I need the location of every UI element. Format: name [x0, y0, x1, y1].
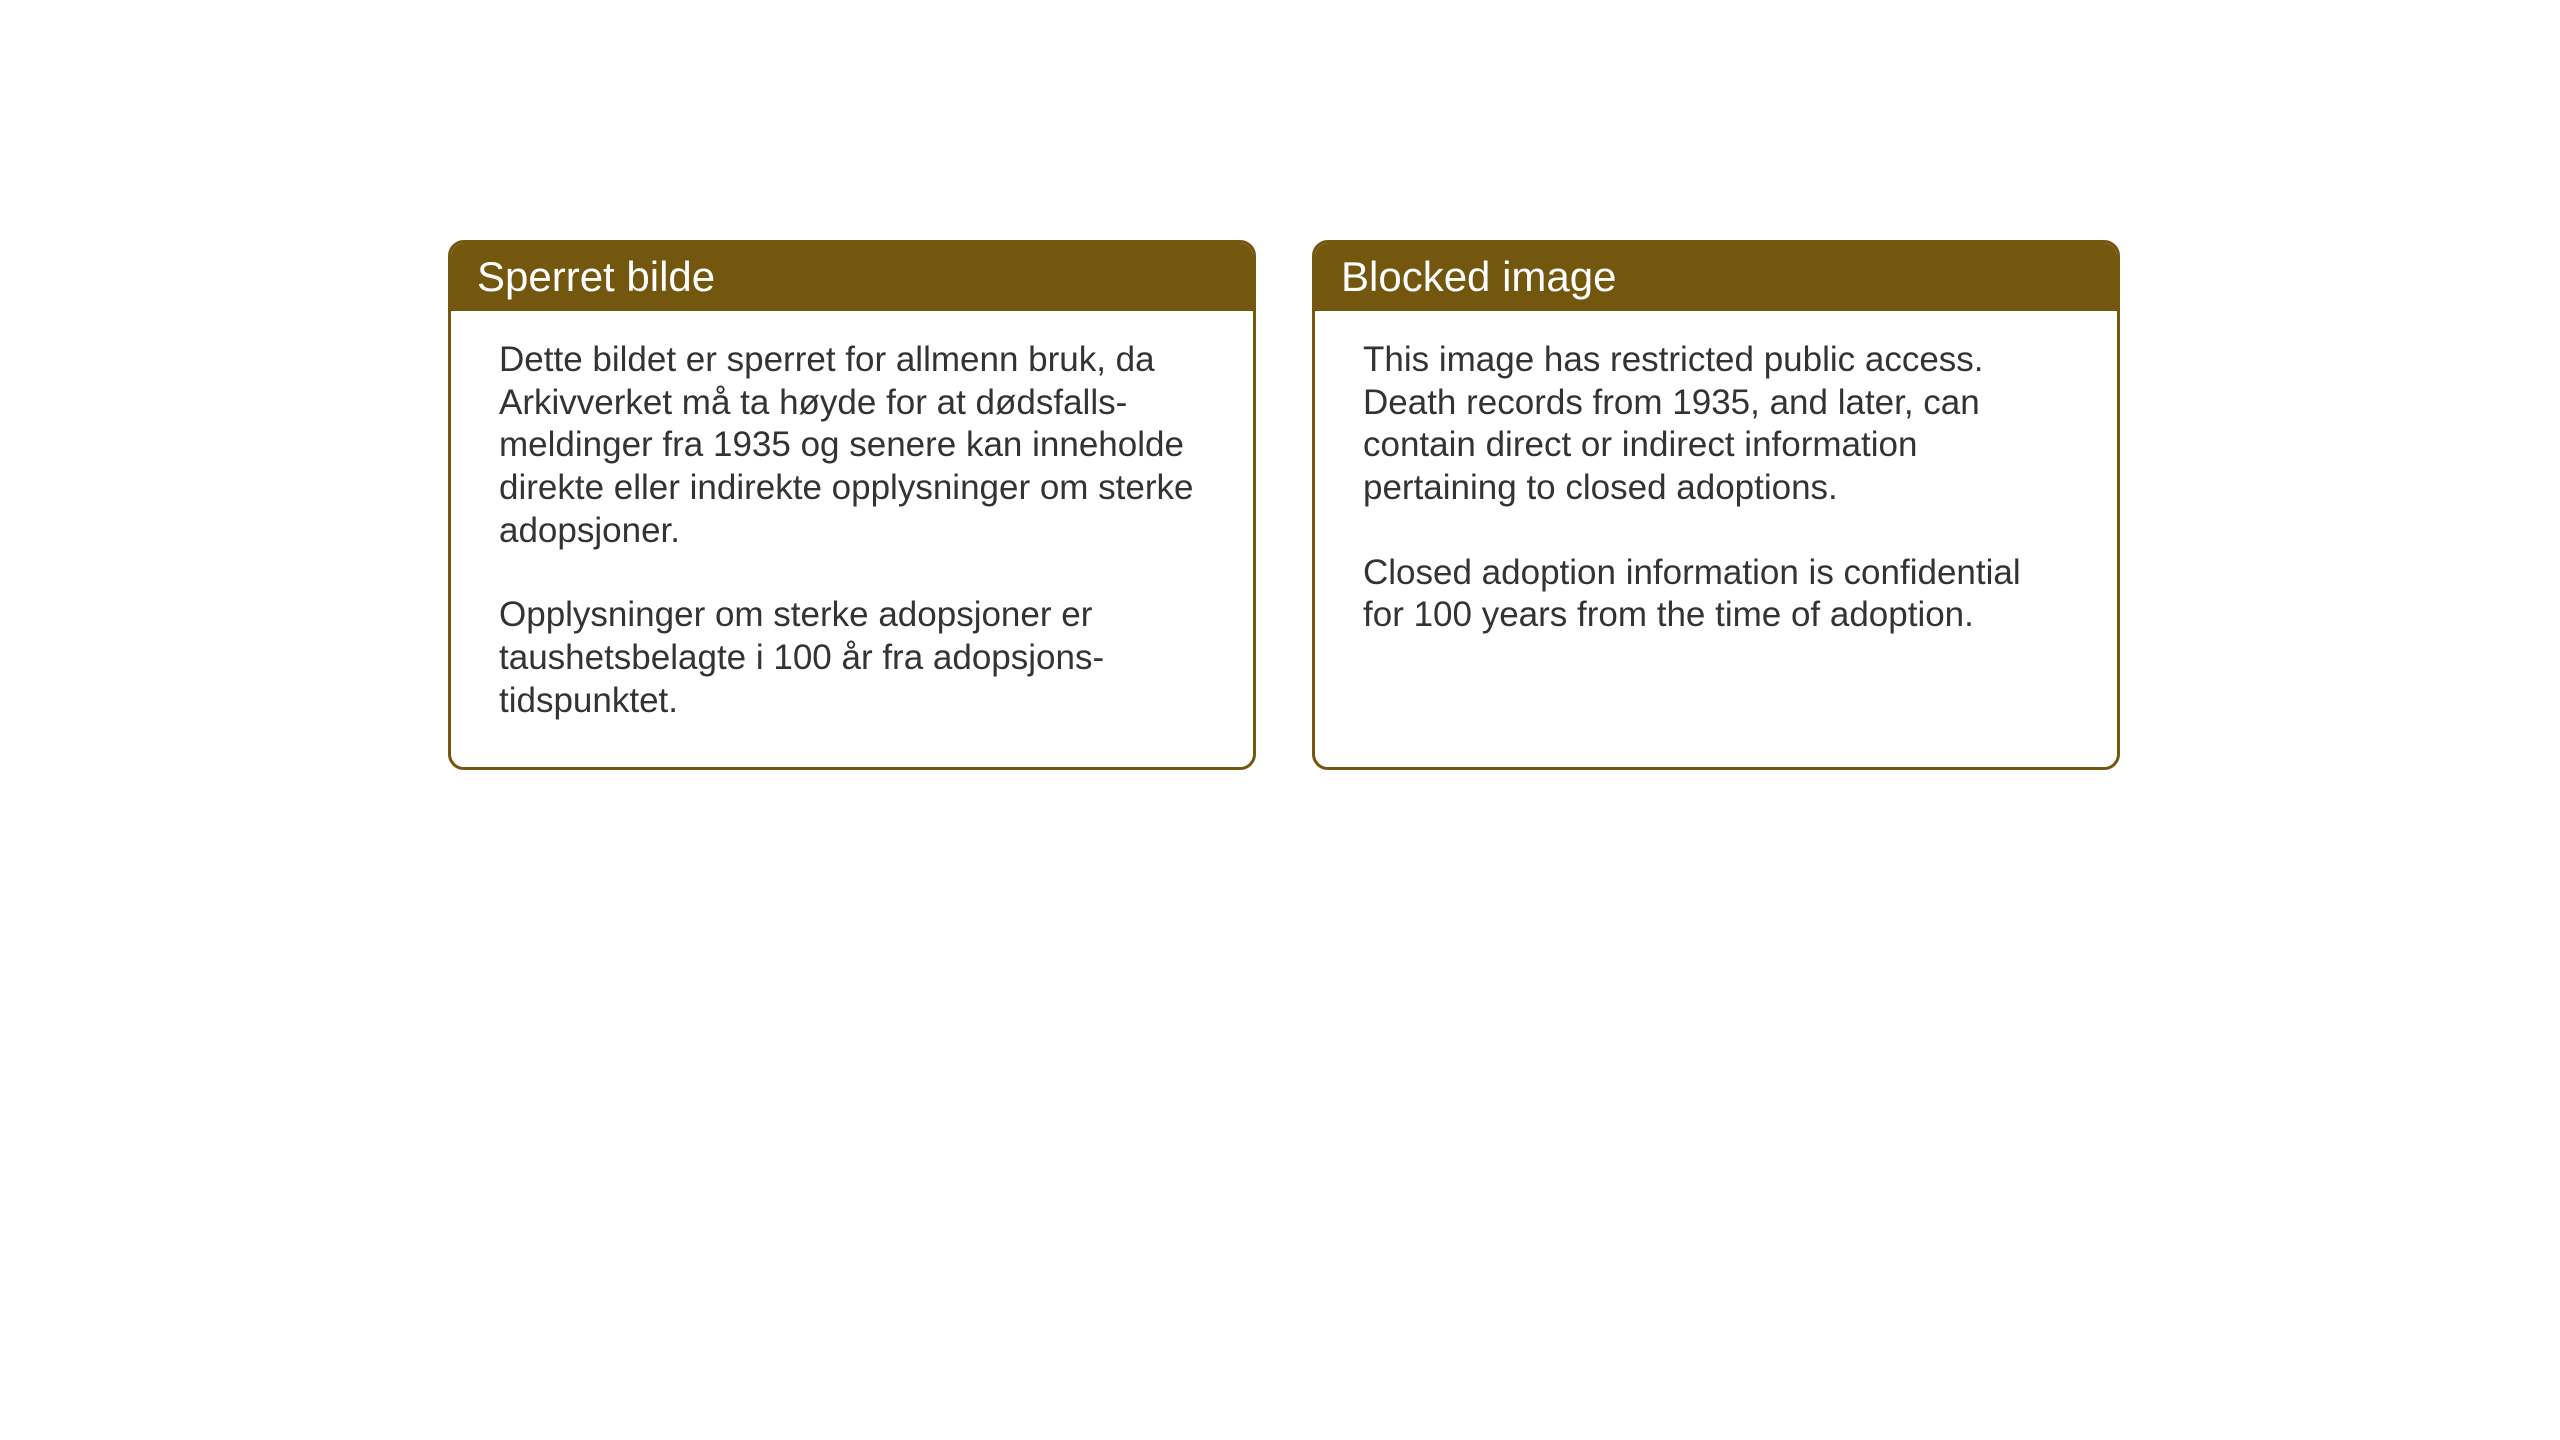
norwegian-card-body: Dette bildet er sperret for allmenn bruk…	[451, 311, 1253, 767]
norwegian-card-title: Sperret bilde	[451, 243, 1253, 311]
english-paragraph-2: Closed adoption information is confident…	[1363, 552, 2069, 637]
norwegian-paragraph-1: Dette bildet er sperret for allmenn bruk…	[499, 339, 1205, 552]
english-card-body: This image has restricted public access.…	[1315, 311, 2117, 681]
notice-cards-container: Sperret bilde Dette bildet er sperret fo…	[448, 240, 2120, 770]
english-notice-card: Blocked image This image has restricted …	[1312, 240, 2120, 770]
norwegian-paragraph-2: Opplysninger om sterke adopsjoner er tau…	[499, 594, 1205, 722]
english-card-title: Blocked image	[1315, 243, 2117, 311]
english-paragraph-1: This image has restricted public access.…	[1363, 339, 2069, 510]
norwegian-notice-card: Sperret bilde Dette bildet er sperret fo…	[448, 240, 1256, 770]
